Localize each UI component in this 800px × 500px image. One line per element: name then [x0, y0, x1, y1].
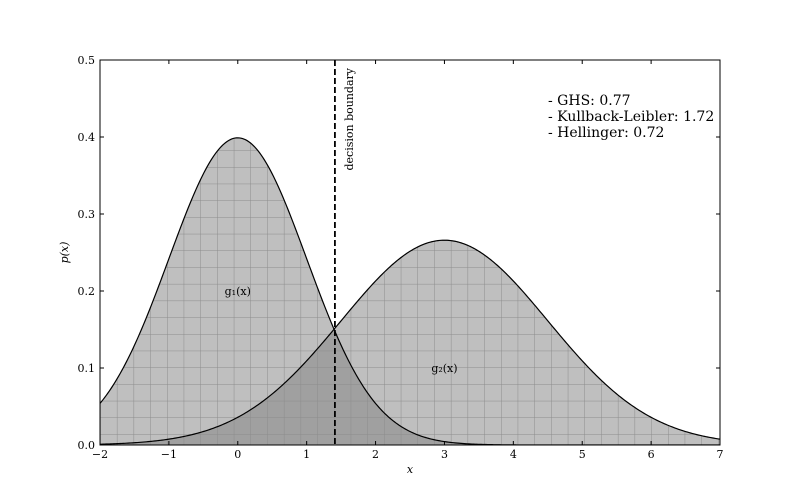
g1-area-hatch	[100, 137, 720, 445]
y-tick-label: 0.0	[78, 439, 96, 452]
x-tick-label: 2	[372, 448, 379, 461]
x-tick-label: −1	[161, 448, 177, 461]
x-tick-label: 4	[510, 448, 517, 461]
g2-area-hatch	[100, 240, 720, 445]
x-tick-label: 3	[441, 448, 448, 461]
x-tick-label: 5	[579, 448, 586, 461]
g2-curve-label: g₂(x)	[431, 362, 457, 375]
x-axis-ticks: −2 −1 0 1 2 3 4 5 6 7	[92, 60, 724, 461]
y-axis-label: p(x)	[58, 242, 71, 264]
metric-hellinger: - Hellinger: 0.72	[548, 125, 664, 141]
y-tick-label: 0.4	[78, 131, 96, 144]
x-tick-label: 7	[717, 448, 724, 461]
metric-ghs: - GHS: 0.77	[548, 93, 631, 109]
g1-curve-line	[100, 137, 720, 445]
g2-curve-line	[100, 239, 720, 445]
decision-boundary-label: decision boundary	[343, 67, 356, 170]
y-tick-label: 0.3	[78, 208, 96, 221]
plot-frame	[99, 59, 721, 446]
x-tick-label: 0	[234, 448, 241, 461]
x-tick-label: 1	[303, 448, 310, 461]
x-tick-label: −2	[92, 448, 108, 461]
y-tick-label: 0.1	[78, 362, 96, 375]
metric-kullback-leibler: - Kullback-Leibler: 1.72	[548, 109, 714, 125]
metrics-annotation: - GHS: 0.77 - Kullback-Leibler: 1.72 - H…	[548, 93, 714, 141]
x-axis-label: x	[407, 463, 414, 476]
y-tick-label: 0.2	[78, 285, 96, 298]
x-tick-label: 6	[648, 448, 655, 461]
overlap-area-hatch	[100, 329, 720, 445]
y-tick-label: 0.5	[78, 54, 96, 67]
y-axis-ticks: 0.0 0.1 0.2 0.3 0.4 0.5	[78, 54, 720, 452]
g1-curve-label: g₁(x)	[225, 285, 251, 298]
